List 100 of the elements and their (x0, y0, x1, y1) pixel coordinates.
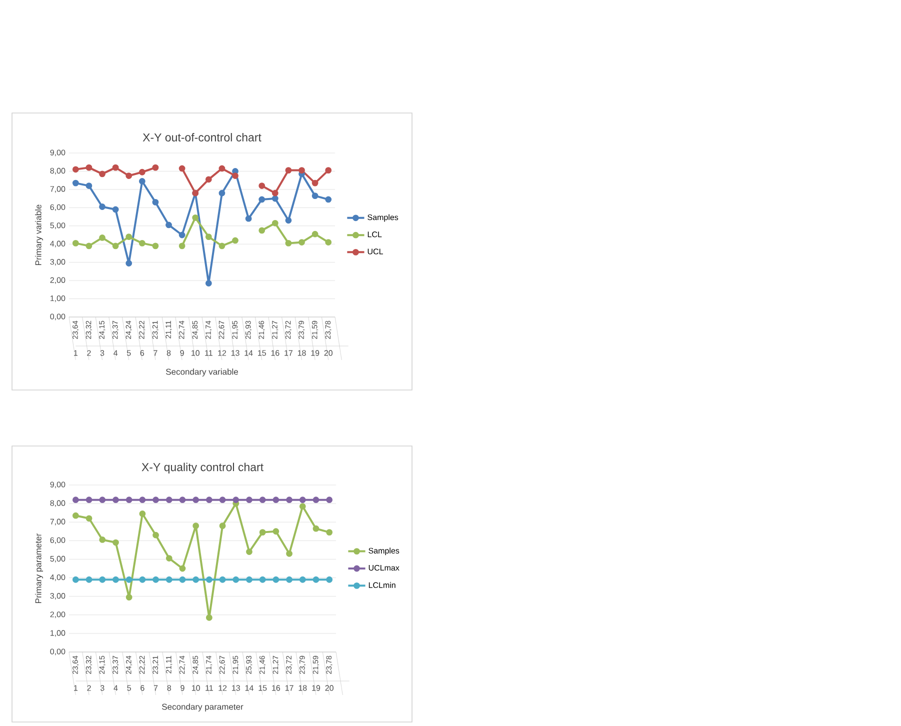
y-tick-label: 8,00 (50, 168, 66, 175)
point (166, 222, 172, 228)
text: 18 (298, 350, 306, 356)
point (206, 614, 212, 621)
point (139, 496, 146, 504)
point (325, 167, 332, 174)
point (138, 240, 146, 246)
point (72, 496, 79, 504)
text: 8 (167, 685, 171, 691)
point (126, 260, 132, 266)
y-tick-label: 5,00 (50, 556, 66, 563)
point (112, 242, 119, 250)
y-tick-label: 4,00 (50, 240, 66, 248)
point (192, 576, 200, 583)
text: 2 (87, 350, 91, 356)
point (299, 496, 306, 504)
point (86, 496, 92, 504)
text: 7 (154, 685, 158, 691)
y-axis-title: Primary parameter (35, 533, 44, 603)
text: 3 (100, 685, 104, 691)
point (72, 240, 79, 246)
point (152, 164, 159, 171)
text: 3 (100, 350, 104, 356)
point (259, 529, 266, 536)
point (258, 182, 266, 189)
point (86, 515, 92, 522)
chart-title: X-Y out-of-control chart (142, 133, 262, 142)
point (272, 190, 278, 196)
text: 9 (180, 350, 184, 356)
legend-label: UCLmax (368, 564, 400, 571)
point (218, 190, 226, 196)
point (246, 548, 252, 555)
point (312, 230, 318, 238)
point (258, 196, 266, 203)
point (112, 496, 119, 504)
point (285, 167, 292, 174)
y-tick-label: 1,00 (50, 295, 66, 302)
text: 10 (192, 350, 200, 356)
text: 4 (114, 350, 118, 356)
legend-label: UCL (368, 248, 383, 254)
point (272, 195, 278, 202)
text: 7 (154, 350, 158, 356)
point (126, 234, 132, 240)
text: 13 (232, 685, 240, 691)
legend-label: LCLmin (368, 582, 396, 588)
point (99, 234, 106, 241)
point (326, 576, 333, 583)
point (246, 496, 252, 504)
point (312, 576, 320, 583)
y-tick-label: 3,00 (50, 259, 66, 266)
text: 5 (127, 685, 131, 691)
y-tick-label: 7,00 (50, 518, 66, 526)
text: 4 (114, 685, 118, 691)
text: 2 (87, 685, 91, 691)
point (326, 529, 333, 536)
legend-label: LCL (368, 232, 382, 238)
point (126, 172, 132, 179)
point (139, 576, 146, 583)
point (99, 204, 106, 210)
point (138, 178, 146, 184)
point (232, 237, 238, 244)
point (86, 182, 92, 189)
point (245, 215, 252, 222)
point (126, 594, 132, 600)
y-tick-label: 9,00 (50, 150, 66, 156)
x-axis-title: Secondary parameter (162, 704, 244, 712)
point (219, 496, 226, 504)
point (152, 576, 159, 583)
y-tick-label: 7,00 (50, 186, 66, 193)
text: 18 (298, 685, 307, 691)
text: 12 (218, 350, 226, 356)
y-axis-title: Primary variable (35, 204, 44, 266)
point (99, 576, 106, 583)
point (298, 239, 305, 246)
text: 13 (231, 350, 240, 356)
point (219, 522, 226, 530)
text: 17 (285, 685, 294, 691)
point (286, 576, 292, 583)
point (86, 164, 92, 171)
y-tick-label: 6,00 (50, 204, 66, 211)
text: 1 (74, 350, 78, 356)
text: 5 (126, 350, 131, 356)
y-tick-label: 2,00 (50, 612, 66, 618)
point (299, 503, 306, 510)
text: 14 (244, 350, 253, 356)
text: 12 (218, 685, 227, 691)
point (205, 176, 212, 183)
point (259, 576, 266, 583)
text: 9 (180, 685, 184, 691)
point (298, 167, 305, 174)
point (152, 532, 159, 538)
point (72, 576, 79, 583)
y-tick-label: 0,00 (50, 648, 66, 656)
text: 16 (271, 350, 280, 356)
point (72, 166, 79, 173)
text: 15 (258, 350, 266, 356)
point (205, 280, 212, 286)
point (112, 164, 119, 171)
point (286, 496, 292, 504)
text: 10 (192, 685, 200, 691)
